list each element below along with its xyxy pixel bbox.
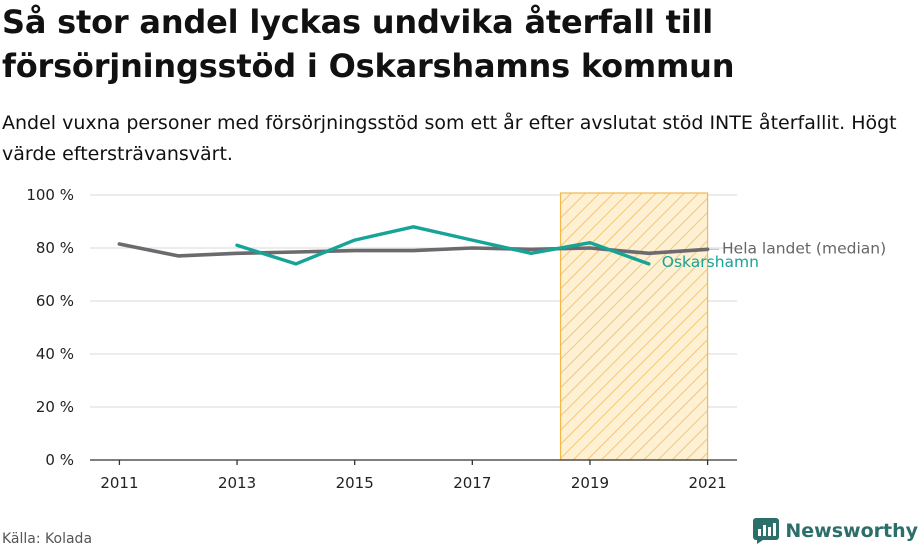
y-tick-label: 80 % bbox=[36, 239, 74, 257]
x-tick-label: 2017 bbox=[453, 474, 491, 492]
x-tick-label: 2019 bbox=[571, 474, 609, 492]
highlight-band bbox=[559, 192, 709, 461]
chart-title: Så stor andel lyckas undvika återfall ti… bbox=[2, 3, 735, 85]
x-tick-label: 2013 bbox=[218, 474, 256, 492]
series-label-national: Hela landet (median) bbox=[722, 239, 886, 257]
source-note: Källa: Kolada bbox=[2, 531, 93, 547]
y-tick-label: 100 % bbox=[26, 186, 74, 204]
x-tick-label: 2011 bbox=[100, 474, 138, 492]
y-tick-label: 60 % bbox=[36, 292, 74, 310]
series-line-municipality bbox=[235, 225, 651, 266]
y-tick-label: 0 % bbox=[45, 451, 74, 469]
chart-subtitle: Andel vuxna personer med försörjningsstö… bbox=[2, 112, 897, 165]
series-label-municipality: Oskarshamn bbox=[662, 253, 759, 271]
y-tick-label: 20 % bbox=[36, 398, 74, 416]
x-tick-label: 2015 bbox=[336, 474, 374, 492]
brand-name: Newsworthy bbox=[785, 520, 918, 542]
y-tick-label: 40 % bbox=[36, 345, 74, 363]
newsworthy-logo-icon bbox=[753, 518, 780, 544]
x-tick-label: 2021 bbox=[688, 474, 726, 492]
brand-logo: Newsworthy bbox=[753, 518, 918, 544]
